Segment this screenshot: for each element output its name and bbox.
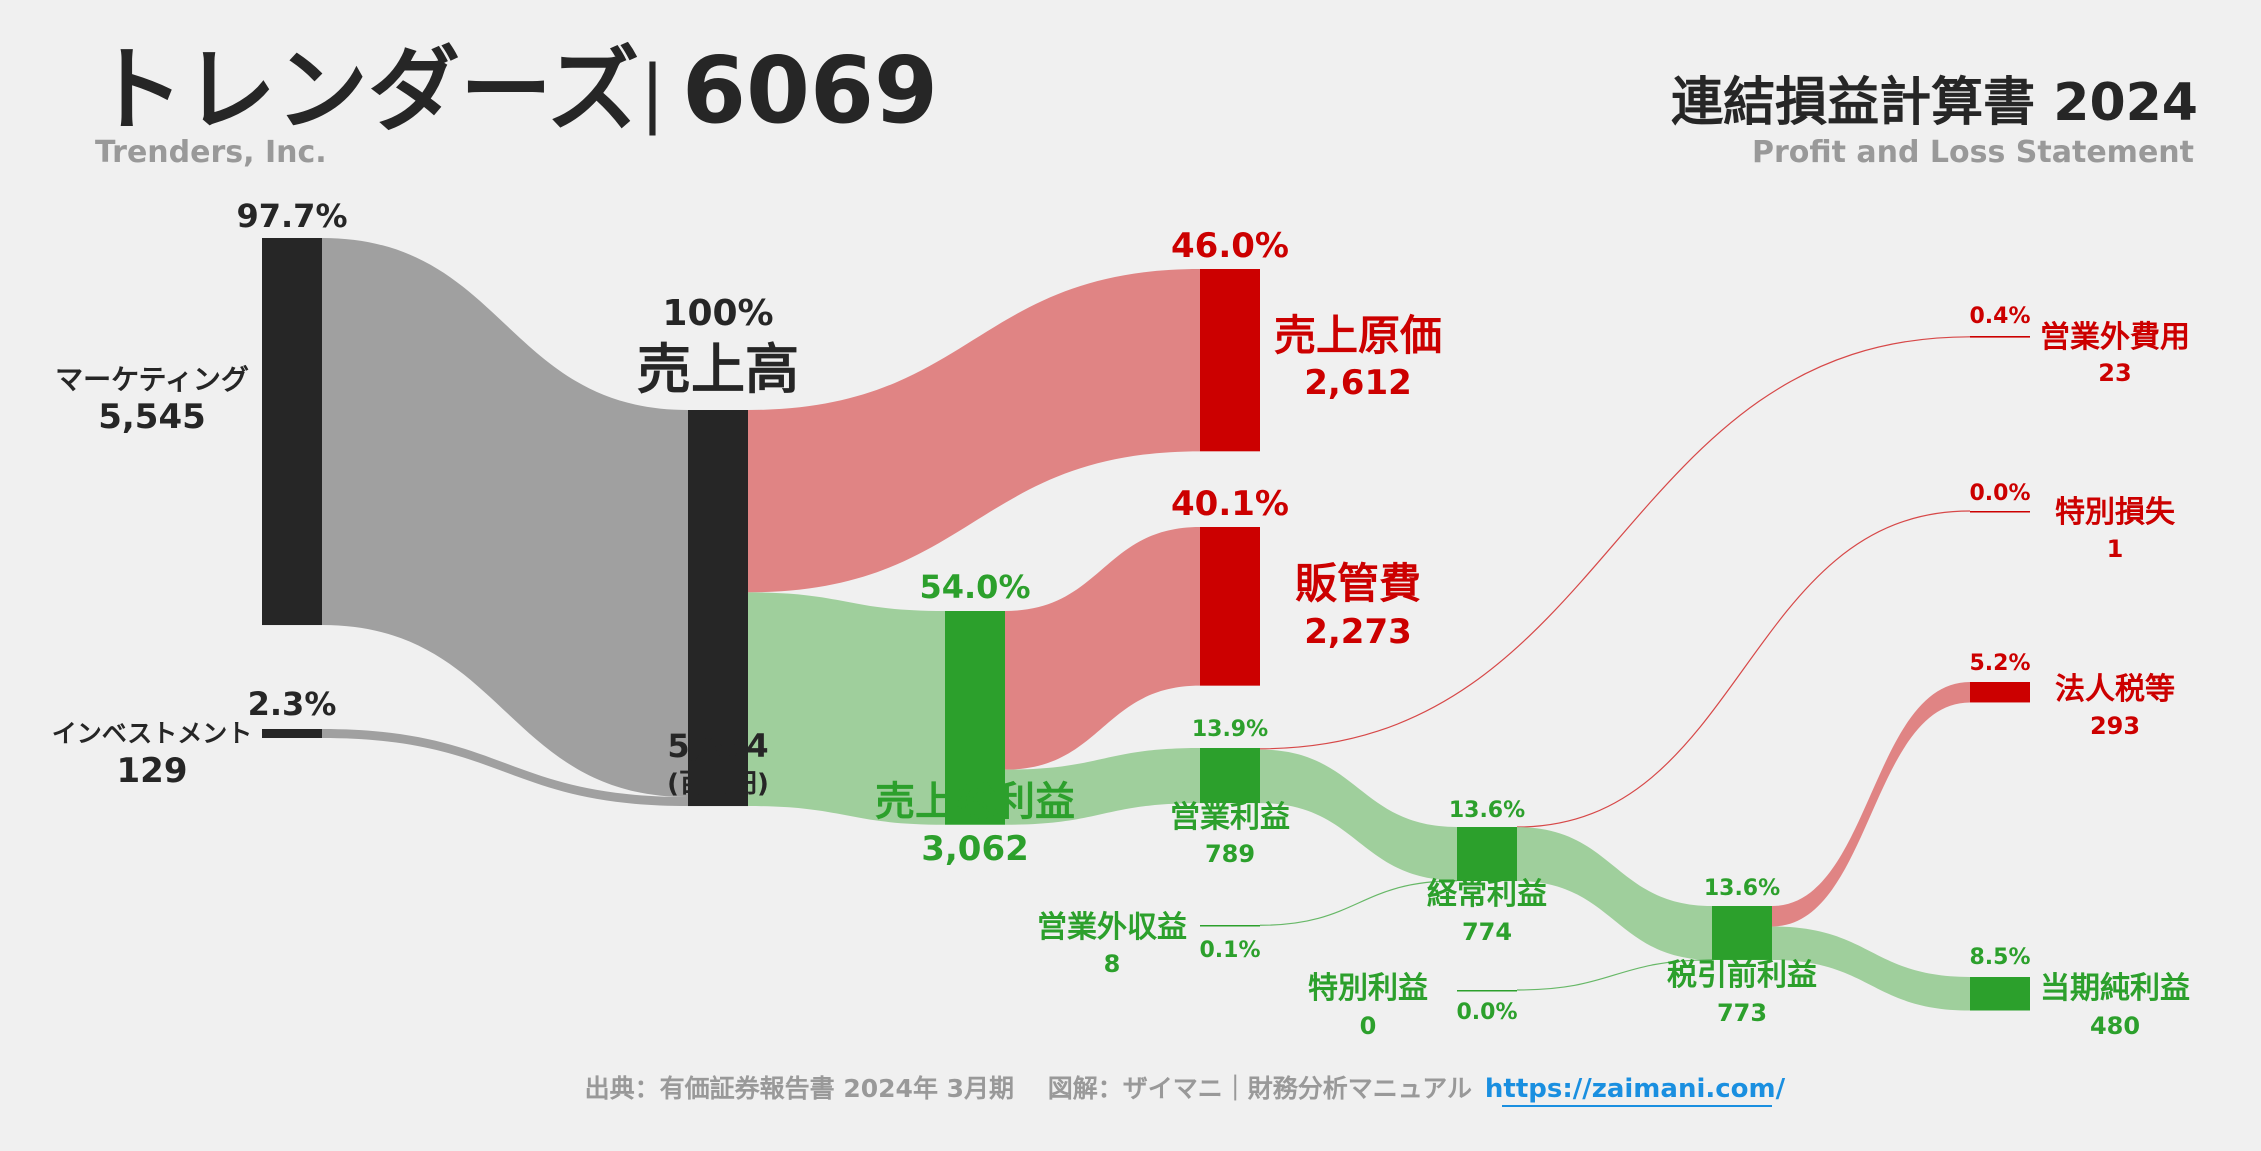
label-tax: 法人税等 — [2055, 672, 2175, 707]
node-special_loss — [1970, 511, 2030, 513]
label-revenue: 売上高 — [637, 338, 799, 401]
value-investment: 129 — [117, 751, 188, 791]
pct-special-gain: 0.0% — [1456, 1000, 1517, 1025]
label-special-loss: 特別損失 — [2055, 495, 2176, 530]
value-op: 789 — [1205, 840, 1255, 868]
pct-tax: 5.2% — [1969, 651, 2030, 676]
node-revenue — [688, 410, 748, 807]
label-sga: 販管費 — [1295, 559, 1421, 608]
flow-revenue-to-gross — [748, 592, 945, 825]
flow-marketing-to-revenue — [322, 238, 688, 798]
footer-link[interactable]: https://zaimani.com/ — [1485, 1074, 1786, 1104]
label-gross: 売上総利益 — [875, 779, 1075, 825]
value-revenue: 5,674 — [667, 727, 768, 765]
node-tax — [1970, 682, 2030, 703]
label-net: 当期純利益 — [2040, 971, 2190, 1006]
value-special-gain: 0 — [1360, 1012, 1377, 1040]
footer-source: 出典：有価証券報告書 2024年 3月期 図解：ザイマニ｜財務分析マニュアル — [585, 1074, 1472, 1103]
value-net: 480 — [2090, 1012, 2140, 1040]
node-sga — [1200, 527, 1260, 686]
flow-revenue-to-cogs — [748, 269, 1200, 593]
node-net — [1970, 977, 2030, 1011]
flow-ordinary-to-special_loss — [1516, 510, 1971, 828]
flow-gross-to-sga — [1005, 527, 1200, 770]
label-marketing: マーケティング — [55, 363, 249, 396]
value-marketing: 5,545 — [98, 397, 206, 437]
node-cogs — [1200, 269, 1260, 452]
node-gross — [945, 611, 1005, 825]
label-special-gain: 特別利益 — [1308, 971, 1428, 1006]
pct-marketing: 97.7% — [236, 197, 347, 235]
pct-sga: 40.1% — [1171, 484, 1289, 524]
node-op — [1200, 748, 1260, 804]
value-sga: 2,273 — [1304, 612, 1412, 652]
label-pretax: 税引前利益 — [1667, 958, 1817, 993]
label-ordinary: 経常利益 — [1427, 877, 1547, 912]
unit-revenue: (百万円) — [667, 769, 769, 799]
flow-special_gain-to-pretax — [1516, 959, 1713, 991]
node-pretax — [1712, 906, 1772, 960]
pct-cogs: 46.0% — [1171, 226, 1289, 266]
label-cogs: 売上原価 — [1274, 311, 1442, 360]
label-nonop-exp: 営業外費用 — [2040, 320, 2190, 355]
sankey-nodes — [262, 238, 2030, 1011]
flow-nonop_inc-to-ordinary — [1259, 880, 1458, 926]
pct-nonop-exp: 0.4% — [1969, 304, 2030, 329]
pct-revenue: 100% — [662, 293, 773, 334]
value-tax: 293 — [2090, 712, 2140, 740]
node-marketing — [262, 238, 322, 626]
flow-pretax-to-tax — [1772, 682, 1970, 927]
title-separator: | — [640, 50, 665, 136]
flow-op-to-ordinary — [1260, 749, 1457, 881]
pct-ordinary: 13.6% — [1449, 798, 1525, 823]
label-nonop-inc: 営業外収益 — [1037, 910, 1187, 945]
sankey-flows — [322, 238, 1971, 1011]
value-pretax: 773 — [1717, 999, 1767, 1027]
flow-op-to-nonop_exp — [1259, 336, 1971, 750]
flow-gross-to-op — [1005, 748, 1200, 825]
flow-pretax-to-net — [1772, 926, 1970, 1011]
pct-op: 13.9% — [1192, 717, 1268, 742]
pct-net: 8.5% — [1969, 945, 2030, 970]
node-nonop_inc — [1200, 925, 1260, 927]
pct-pretax: 13.6% — [1704, 876, 1780, 901]
pct-nonop-inc: 0.1% — [1199, 938, 1260, 963]
label-op: 営業利益 — [1170, 800, 1290, 835]
value-ordinary: 774 — [1462, 918, 1512, 946]
flow-ordinary-to-pretax — [1517, 827, 1712, 960]
company-name-jp: トレンダーズ — [92, 37, 639, 144]
label-investment: インベストメント — [52, 719, 253, 748]
pct-gross: 54.0% — [919, 568, 1030, 606]
pct-special-loss: 0.0% — [1969, 481, 2030, 506]
value-nonop-exp: 23 — [2098, 359, 2131, 387]
value-cogs: 2,612 — [1304, 363, 1412, 403]
node-nonop_exp — [1970, 336, 2030, 338]
node-investment — [262, 729, 322, 739]
value-special-loss: 1 — [2107, 535, 2124, 563]
node-special_gain — [1457, 990, 1517, 992]
value-nonop-inc: 8 — [1104, 950, 1121, 978]
ticker-code: 6069 — [682, 37, 938, 144]
company-name-en: Trenders, Inc. — [95, 135, 327, 170]
pct-investment: 2.3% — [248, 685, 337, 723]
statement-title-en: Profit and Loss Statement — [1752, 135, 2194, 170]
flow-investment-to-revenue — [322, 729, 688, 807]
node-ordinary — [1457, 827, 1517, 882]
statement-title-jp: 連結損益計算書 2024 — [1671, 73, 2198, 133]
value-gross: 3,062 — [921, 829, 1029, 869]
